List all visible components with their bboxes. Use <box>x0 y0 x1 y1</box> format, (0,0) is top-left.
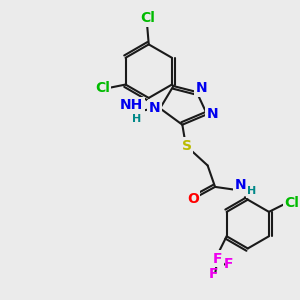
Text: O: O <box>187 192 199 206</box>
Text: NH: NH <box>120 98 143 112</box>
Text: H: H <box>132 114 141 124</box>
Text: N: N <box>149 101 161 116</box>
Text: F: F <box>213 252 223 266</box>
Text: F: F <box>208 267 218 281</box>
Text: N: N <box>195 81 207 95</box>
Text: Cl: Cl <box>285 196 300 210</box>
Text: F: F <box>224 256 233 271</box>
Text: S: S <box>182 139 192 153</box>
Text: N: N <box>235 178 247 192</box>
Text: N: N <box>207 107 218 121</box>
Text: Cl: Cl <box>140 11 155 25</box>
Text: Cl: Cl <box>95 80 110 94</box>
Text: H: H <box>247 186 256 196</box>
